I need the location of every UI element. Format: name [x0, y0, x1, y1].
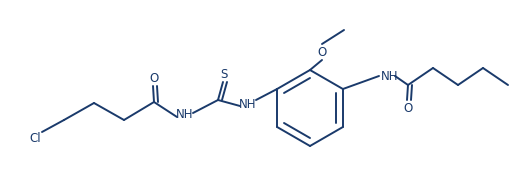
- Text: O: O: [317, 46, 326, 59]
- Text: NH: NH: [176, 108, 194, 122]
- Text: NH: NH: [381, 70, 399, 83]
- Text: S: S: [220, 68, 228, 80]
- Text: Cl: Cl: [29, 132, 41, 145]
- Text: NH: NH: [239, 98, 257, 111]
- Text: O: O: [403, 102, 413, 114]
- Text: O: O: [149, 71, 158, 84]
